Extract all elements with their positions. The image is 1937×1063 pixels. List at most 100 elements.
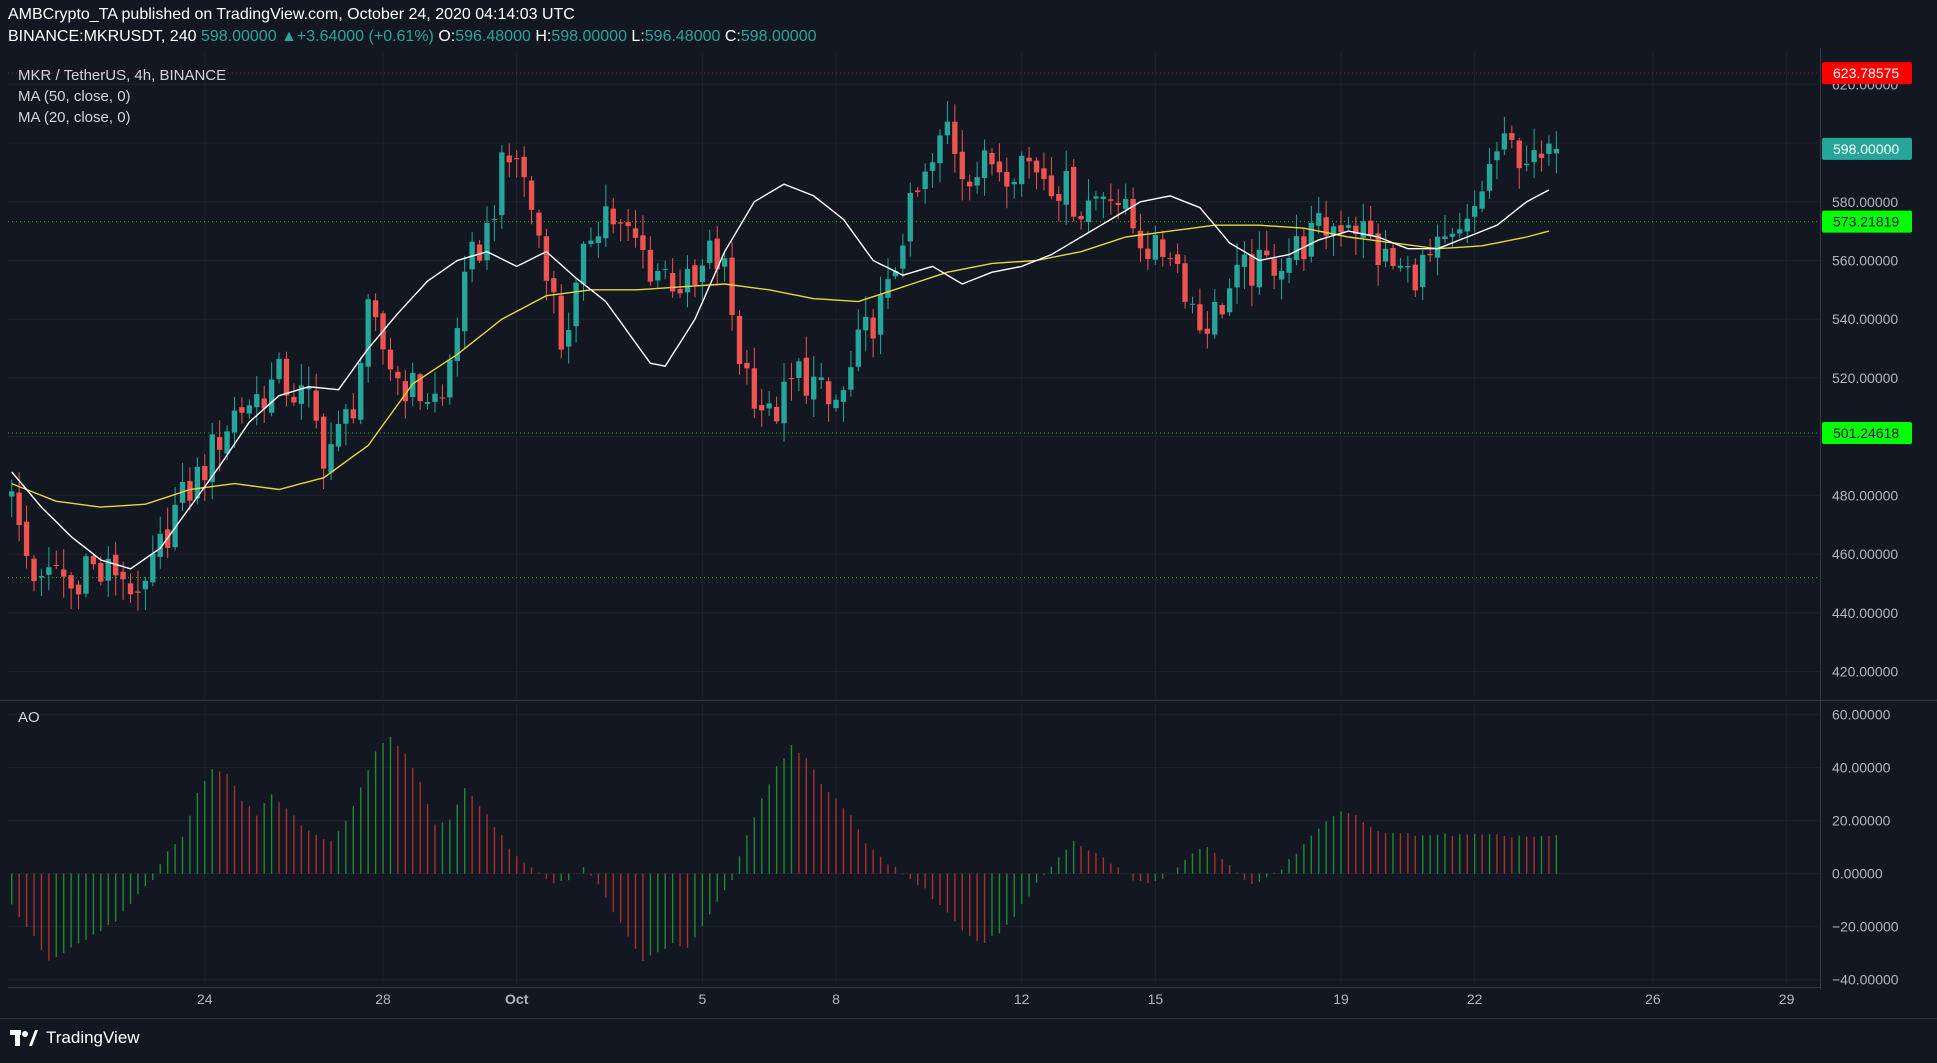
candle[interactable] [588, 227, 594, 248]
candle[interactable] [432, 372, 438, 413]
candle[interactable] [788, 362, 795, 401]
candle[interactable] [439, 384, 446, 406]
candle[interactable] [974, 161, 980, 194]
candle[interactable] [937, 129, 943, 183]
candle[interactable] [16, 472, 22, 542]
candle[interactable] [729, 241, 735, 331]
candle[interactable] [1278, 258, 1285, 300]
candle[interactable] [1457, 212, 1463, 239]
candle[interactable] [1412, 258, 1418, 298]
candle[interactable] [1197, 288, 1203, 334]
candle[interactable] [239, 397, 245, 424]
candle[interactable] [870, 309, 876, 358]
candle[interactable] [573, 277, 579, 343]
candle[interactable] [476, 239, 483, 264]
candle[interactable] [38, 568, 45, 597]
candle[interactable] [75, 580, 82, 609]
candle[interactable] [603, 184, 609, 247]
candle[interactable] [1501, 116, 1508, 155]
candle[interactable] [1130, 187, 1136, 234]
legend-ao[interactable]: AO [18, 709, 40, 726]
candle[interactable] [1405, 255, 1411, 283]
candle[interactable] [491, 205, 498, 242]
candle[interactable] [499, 145, 505, 229]
candle[interactable] [1382, 230, 1389, 268]
candle[interactable] [1070, 159, 1077, 222]
candle[interactable] [1472, 190, 1478, 233]
candle[interactable] [23, 505, 30, 569]
candle[interactable] [61, 549, 67, 598]
candle[interactable] [996, 143, 1003, 182]
candle[interactable] [922, 163, 928, 204]
candle[interactable] [877, 276, 884, 355]
candle[interactable] [1174, 243, 1181, 273]
candle[interactable] [677, 269, 683, 299]
candle[interactable] [113, 542, 119, 596]
candle[interactable] [833, 394, 839, 412]
candle[interactable] [261, 385, 267, 423]
candle[interactable] [796, 357, 802, 392]
candle[interactable] [83, 553, 89, 598]
ma20-line[interactable] [11, 183, 1550, 570]
candle[interactable] [848, 351, 854, 397]
candle[interactable] [120, 561, 126, 601]
candle[interactable] [1538, 140, 1545, 172]
candle[interactable] [98, 556, 104, 586]
candle[interactable] [929, 152, 936, 188]
candle[interactable] [90, 553, 97, 570]
candle[interactable] [551, 270, 557, 314]
candle[interactable] [699, 259, 706, 304]
candle[interactable] [298, 364, 305, 420]
candle[interactable] [1531, 128, 1537, 178]
candle[interactable] [1078, 211, 1084, 230]
candle[interactable] [1434, 224, 1441, 276]
candle[interactable] [1249, 239, 1255, 307]
candle[interactable] [164, 507, 171, 559]
candle[interactable] [1494, 141, 1500, 179]
candle[interactable] [135, 570, 141, 611]
candle[interactable] [358, 357, 364, 425]
candle[interactable] [1271, 243, 1277, 289]
candle[interactable] [1145, 231, 1151, 270]
candle[interactable] [1397, 257, 1404, 272]
candle[interactable] [1011, 178, 1017, 199]
candle[interactable] [447, 354, 453, 405]
candle[interactable] [380, 310, 386, 365]
candle[interactable] [759, 388, 765, 427]
candle[interactable] [1390, 243, 1396, 270]
candle[interactable] [1167, 252, 1173, 267]
candle[interactable] [387, 337, 394, 381]
candle[interactable] [1122, 183, 1129, 215]
candle[interactable] [521, 146, 527, 198]
candle[interactable] [328, 422, 334, 481]
candle[interactable] [283, 351, 290, 407]
candle[interactable] [1241, 241, 1248, 289]
candle[interactable] [1338, 210, 1344, 247]
candle[interactable] [454, 317, 460, 377]
candle[interactable] [944, 100, 951, 145]
price-level-badge-2[interactable]: 573.21819 [1822, 210, 1912, 233]
legend-ma20[interactable]: MA (20, close, 0) [18, 109, 131, 126]
candle[interactable] [31, 555, 37, 592]
candle[interactable] [1256, 231, 1262, 295]
candle[interactable] [150, 535, 156, 587]
candle[interactable] [1427, 238, 1433, 263]
candle[interactable] [736, 310, 743, 375]
candle[interactable] [640, 215, 646, 269]
candle[interactable] [1212, 289, 1218, 339]
candle[interactable] [1033, 157, 1040, 190]
candle[interactable] [365, 294, 371, 383]
candle[interactable] [424, 393, 431, 410]
candle[interactable] [1360, 203, 1366, 259]
candle[interactable] [320, 413, 327, 489]
candle[interactable] [1353, 216, 1359, 255]
candle[interactable] [1486, 147, 1493, 200]
candle[interactable] [68, 572, 74, 610]
candle[interactable] [655, 263, 661, 289]
candle[interactable] [566, 312, 572, 364]
candle[interactable] [1204, 311, 1211, 349]
candle[interactable] [1308, 205, 1314, 263]
candle[interactable] [707, 229, 713, 269]
candle[interactable] [105, 546, 111, 597]
